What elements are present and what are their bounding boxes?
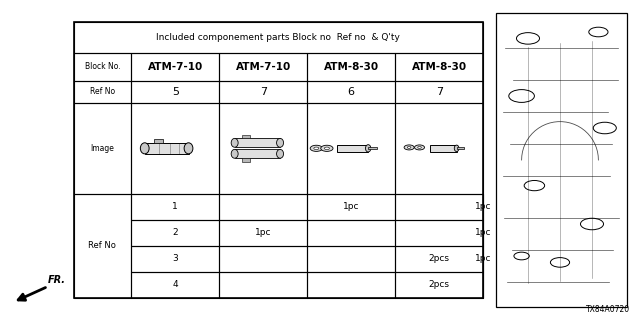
Text: 3: 3 (172, 254, 178, 263)
Circle shape (418, 147, 421, 148)
Text: Ref No: Ref No (88, 241, 116, 250)
Circle shape (310, 145, 323, 151)
Polygon shape (154, 139, 163, 143)
Polygon shape (337, 145, 368, 152)
Circle shape (407, 147, 411, 148)
Text: 6: 6 (348, 87, 355, 97)
Polygon shape (242, 135, 250, 138)
Ellipse shape (454, 145, 459, 152)
Text: 7: 7 (260, 87, 267, 97)
Text: TX84A0720: TX84A0720 (586, 305, 630, 314)
Polygon shape (429, 145, 456, 152)
Polygon shape (368, 147, 377, 149)
Ellipse shape (276, 149, 284, 158)
Text: 5: 5 (172, 87, 179, 97)
Polygon shape (242, 158, 250, 162)
Text: 1pc: 1pc (475, 254, 492, 263)
Text: 1pc: 1pc (475, 228, 492, 237)
Text: 1: 1 (172, 202, 178, 212)
Polygon shape (235, 149, 280, 158)
Text: ATM-8-30: ATM-8-30 (412, 62, 467, 72)
Polygon shape (235, 138, 280, 147)
Text: ATM-7-10: ATM-7-10 (236, 62, 291, 72)
Polygon shape (456, 148, 464, 149)
Ellipse shape (276, 138, 284, 147)
Text: ATM-7-10: ATM-7-10 (148, 62, 203, 72)
Circle shape (314, 147, 319, 149)
Text: FR.: FR. (48, 276, 66, 285)
Text: 2: 2 (172, 228, 178, 237)
Polygon shape (145, 143, 189, 154)
Circle shape (321, 145, 333, 151)
Text: 2pcs: 2pcs (429, 254, 450, 263)
Text: 4: 4 (172, 280, 178, 289)
Text: Ref No: Ref No (90, 87, 115, 96)
Text: Included componement parts Block no  Ref no  & Q'ty: Included componement parts Block no Ref … (156, 33, 401, 42)
Circle shape (404, 145, 414, 150)
Text: Image: Image (90, 144, 115, 153)
Text: 2pcs: 2pcs (429, 280, 450, 289)
Text: Block No.: Block No. (84, 62, 120, 71)
Ellipse shape (231, 138, 238, 147)
Text: 7: 7 (436, 87, 443, 97)
Text: ATM-8-30: ATM-8-30 (324, 62, 379, 72)
Ellipse shape (184, 143, 193, 154)
Text: 1pc: 1pc (475, 202, 492, 212)
Circle shape (324, 147, 330, 149)
Circle shape (415, 145, 424, 150)
Text: 1pc: 1pc (343, 202, 360, 212)
Ellipse shape (231, 149, 238, 158)
Text: 1pc: 1pc (255, 228, 271, 237)
Ellipse shape (365, 145, 371, 152)
Ellipse shape (140, 143, 149, 154)
